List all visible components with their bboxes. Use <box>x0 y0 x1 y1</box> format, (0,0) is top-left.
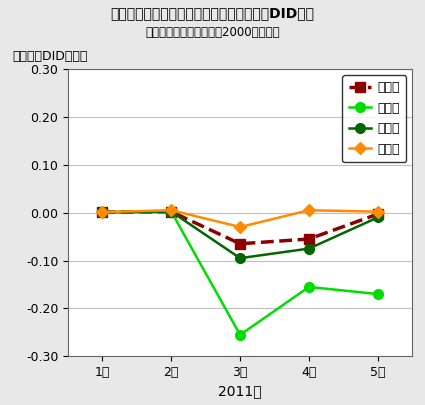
Text: （総務省家計調査月報・2000年実質）: （総務省家計調査月報・2000年実質） <box>145 26 280 39</box>
Legend: 全　国, 東　北, 関　東, 他地域: 全 国, 東 北, 関 東, 他地域 <box>342 75 406 162</box>
Text: 対例年比DID変化率: 対例年比DID変化率 <box>13 50 88 63</box>
Text: 東日本大震災前後の家計サービス消費支出DID変化: 東日本大震災前後の家計サービス消費支出DID変化 <box>110 6 314 20</box>
X-axis label: 2011年: 2011年 <box>218 385 262 399</box>
